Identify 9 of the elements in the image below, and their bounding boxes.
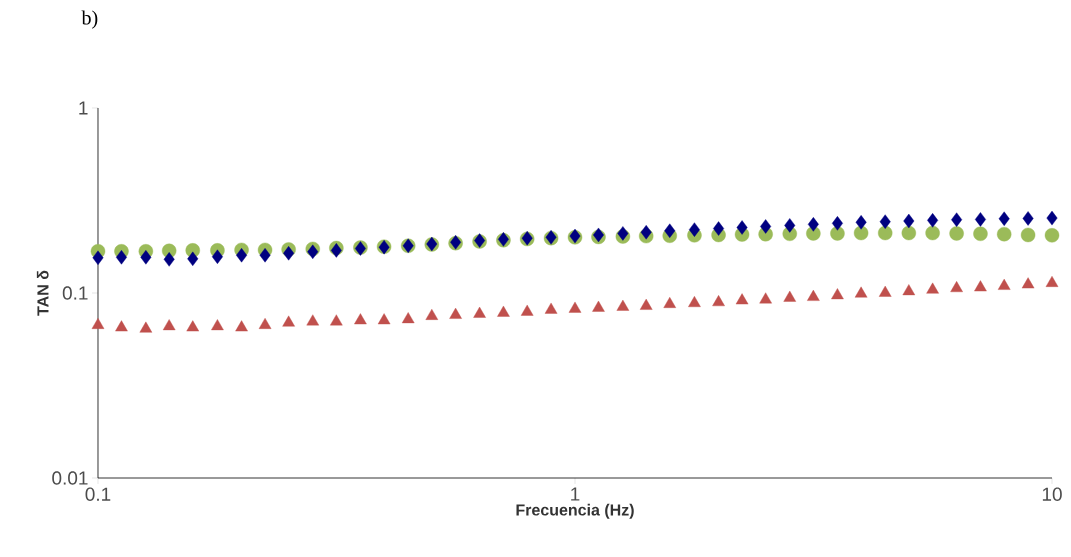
x-tick-label: 0.1 [85,487,111,501]
y-tick-label: 0.1 [62,286,88,300]
y-tick-label: 1 [79,101,88,115]
chart-title: b) [81,10,98,29]
x-tick-label: 10 [1042,487,1062,501]
x-axis-title: Frecuencia (Hz) [516,503,634,519]
y-axis-title: TAN δ [36,270,49,316]
y-tick-label: 0.01 [52,471,88,485]
x-tick-label: 1 [571,487,580,501]
